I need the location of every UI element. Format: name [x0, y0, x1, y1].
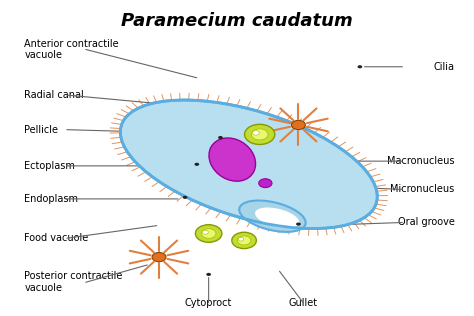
- Text: Pellicle: Pellicle: [24, 125, 58, 135]
- Text: Paramecium caudatum: Paramecium caudatum: [121, 12, 353, 30]
- Ellipse shape: [120, 100, 377, 228]
- Ellipse shape: [296, 222, 301, 226]
- Ellipse shape: [194, 163, 199, 166]
- Ellipse shape: [195, 225, 222, 242]
- Text: Gullet: Gullet: [289, 298, 318, 308]
- Ellipse shape: [218, 136, 223, 139]
- Ellipse shape: [209, 138, 255, 181]
- Text: Cilia: Cilia: [433, 62, 455, 72]
- Text: Oral groove: Oral groove: [398, 217, 455, 228]
- Text: Posterior contractile
vacuole: Posterior contractile vacuole: [24, 271, 123, 293]
- Ellipse shape: [253, 131, 259, 135]
- Ellipse shape: [357, 65, 362, 68]
- Text: Endoplasm: Endoplasm: [24, 194, 78, 204]
- Ellipse shape: [201, 229, 216, 238]
- Ellipse shape: [202, 230, 208, 234]
- Text: Cytoproct: Cytoproct: [185, 298, 232, 308]
- Ellipse shape: [255, 208, 299, 228]
- Ellipse shape: [239, 201, 306, 232]
- Text: Macronucleus: Macronucleus: [387, 156, 455, 166]
- Ellipse shape: [237, 236, 251, 245]
- Text: Ectoplasm: Ectoplasm: [24, 161, 75, 171]
- Ellipse shape: [259, 179, 272, 188]
- Ellipse shape: [232, 232, 256, 249]
- Ellipse shape: [251, 129, 268, 140]
- Ellipse shape: [206, 273, 211, 276]
- Ellipse shape: [292, 120, 305, 130]
- Text: Radial canal: Radial canal: [24, 90, 84, 100]
- Text: Anterior contractile
vacuole: Anterior contractile vacuole: [24, 39, 119, 60]
- Ellipse shape: [182, 196, 187, 199]
- Ellipse shape: [245, 124, 275, 144]
- Ellipse shape: [152, 252, 166, 262]
- Ellipse shape: [238, 237, 244, 241]
- Text: Micronucleus: Micronucleus: [390, 185, 455, 194]
- Text: Food vacuole: Food vacuole: [24, 233, 89, 243]
